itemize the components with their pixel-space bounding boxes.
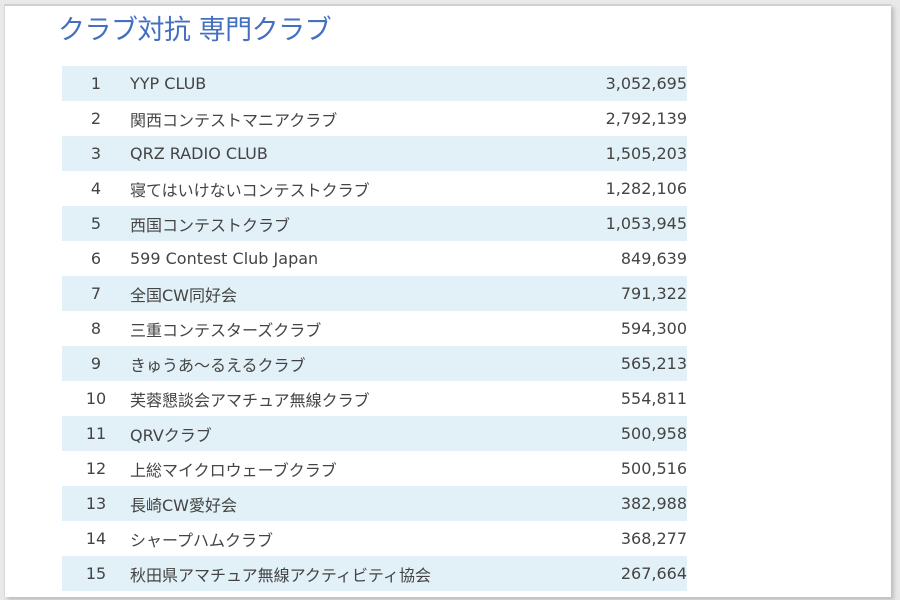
score-cell: 500,958	[620, 424, 687, 443]
club-name-cell: きゅうあ～るえるクラブ	[130, 355, 306, 375]
club-name-cell: 全国CW同好会	[130, 285, 237, 305]
page-window: クラブ対抗 専門クラブ 1 YYP CLUB 3,052,695 2 関西コンテストマニ…	[4, 4, 891, 597]
rank-cell: 6	[90, 249, 102, 268]
score-cell: 594,300	[620, 319, 687, 338]
club-name-cell: QRZ RADIO CLUB	[130, 144, 268, 163]
rank-cell: 10	[85, 389, 107, 408]
score-cell: 1,053,945	[605, 214, 687, 233]
club-name-cell: 599 Contest Club Japan	[130, 249, 319, 268]
club-name-cell: 三重コンテスターズクラブ	[130, 320, 322, 340]
page-title: クラブ対抗 専門クラブ	[58, 15, 332, 46]
club-name-cell: 寝てはいけないコンテストクラブ	[130, 180, 370, 200]
rank-cell: 15	[85, 564, 107, 583]
rank-cell: 9	[90, 354, 102, 373]
ranking-table: 1 YYP CLUB 3,052,695 2 関西コンテストマニアクラブ 2,792,13…	[62, 66, 687, 591]
rank-cell: 2	[90, 109, 102, 128]
score-cell: 791,322	[620, 284, 687, 303]
table-row: 6 599 Contest Club Japan 849,639	[62, 241, 687, 276]
score-cell: 267,664	[620, 564, 687, 583]
rank-cell: 7	[90, 284, 102, 303]
table-row: 7 全国CW同好会 791,322	[62, 276, 687, 311]
table-row: 5 西国コンテストクラブ 1,053,945	[62, 206, 687, 241]
club-name-cell: シャープハムクラブ	[130, 530, 274, 550]
club-name-cell: 芙蓉懇談会アマチュア無線クラブ	[130, 390, 370, 410]
score-cell: 3,052,695	[605, 74, 687, 93]
score-cell: 1,282,106	[605, 179, 687, 198]
score-cell: 565,213	[620, 354, 687, 373]
club-name-cell: YYP CLUB	[130, 74, 207, 93]
club-name-cell: 関西コンテストマニアクラブ	[130, 110, 338, 130]
table-row: 3 QRZ RADIO CLUB 1,505,203	[62, 136, 687, 171]
club-name-cell: 上総マイクロウェーブクラブ	[130, 460, 337, 480]
rank-cell: 8	[90, 319, 102, 338]
table-row: 13 長崎CW愛好会 382,988	[62, 486, 687, 521]
rank-cell: 12	[85, 459, 107, 478]
score-cell: 500,516	[620, 459, 687, 478]
club-name-cell: QRVクラブ	[130, 425, 212, 445]
rank-cell: 5	[90, 214, 102, 233]
rank-cell: 4	[90, 179, 102, 198]
table-row: 11 QRVクラブ 500,958	[62, 416, 687, 451]
table-row: 4 寝てはいけないコンテストクラブ 1,282,106	[62, 171, 687, 206]
score-cell: 1,505,203	[605, 144, 687, 163]
table-row: 14 シャープハムクラブ 368,277	[62, 521, 687, 556]
table-row: 10 芙蓉懇談会アマチュア無線クラブ 554,811	[62, 381, 687, 416]
rank-cell: 1	[90, 74, 102, 93]
score-cell: 554,811	[620, 389, 687, 408]
score-cell: 368,277	[620, 529, 687, 548]
table-row: 9 きゅうあ～るえるクラブ 565,213	[62, 346, 687, 381]
score-cell: 2,792,139	[605, 109, 687, 128]
club-name-cell: 長崎CW愛好会	[130, 495, 237, 515]
club-name-cell: 秋田県アマチュア無線アクティビティ協会	[130, 565, 431, 585]
score-cell: 849,639	[620, 249, 687, 268]
table-row: 2 関西コンテストマニアクラブ 2,792,139	[62, 101, 687, 136]
rank-cell: 14	[85, 529, 107, 548]
score-cell: 382,988	[620, 494, 687, 513]
table-row: 12 上総マイクロウェーブクラブ 500,516	[62, 451, 687, 486]
rank-cell: 13	[85, 494, 107, 513]
rank-cell: 11	[85, 424, 107, 443]
table-row: 15 秋田県アマチュア無線アクティビティ協会 267,664	[62, 556, 687, 591]
table-row: 8 三重コンテスターズクラブ 594,300	[62, 311, 687, 346]
club-name-cell: 西国コンテストクラブ	[130, 215, 291, 235]
rank-cell: 3	[90, 144, 102, 163]
table-row: 1 YYP CLUB 3,052,695	[62, 66, 687, 101]
